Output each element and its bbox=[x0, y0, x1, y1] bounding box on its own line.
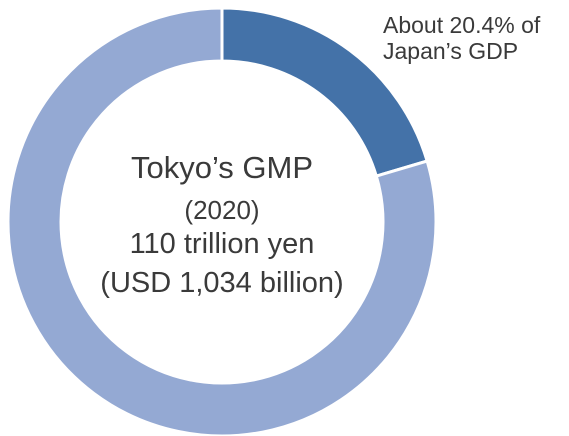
center-year: (2020) bbox=[184, 195, 260, 225]
share-annotation-line1: About 20.4% of bbox=[383, 12, 541, 38]
center-title: Tokyo’s GMP bbox=[130, 150, 314, 185]
share-annotation-line2: Japan’s GDP bbox=[383, 38, 519, 64]
center-value-yen: 110 trillion yen bbox=[129, 228, 315, 260]
donut-slice-2 bbox=[6, 6, 438, 436]
center-value-usd: (USD 1,034 billion) bbox=[100, 267, 344, 299]
